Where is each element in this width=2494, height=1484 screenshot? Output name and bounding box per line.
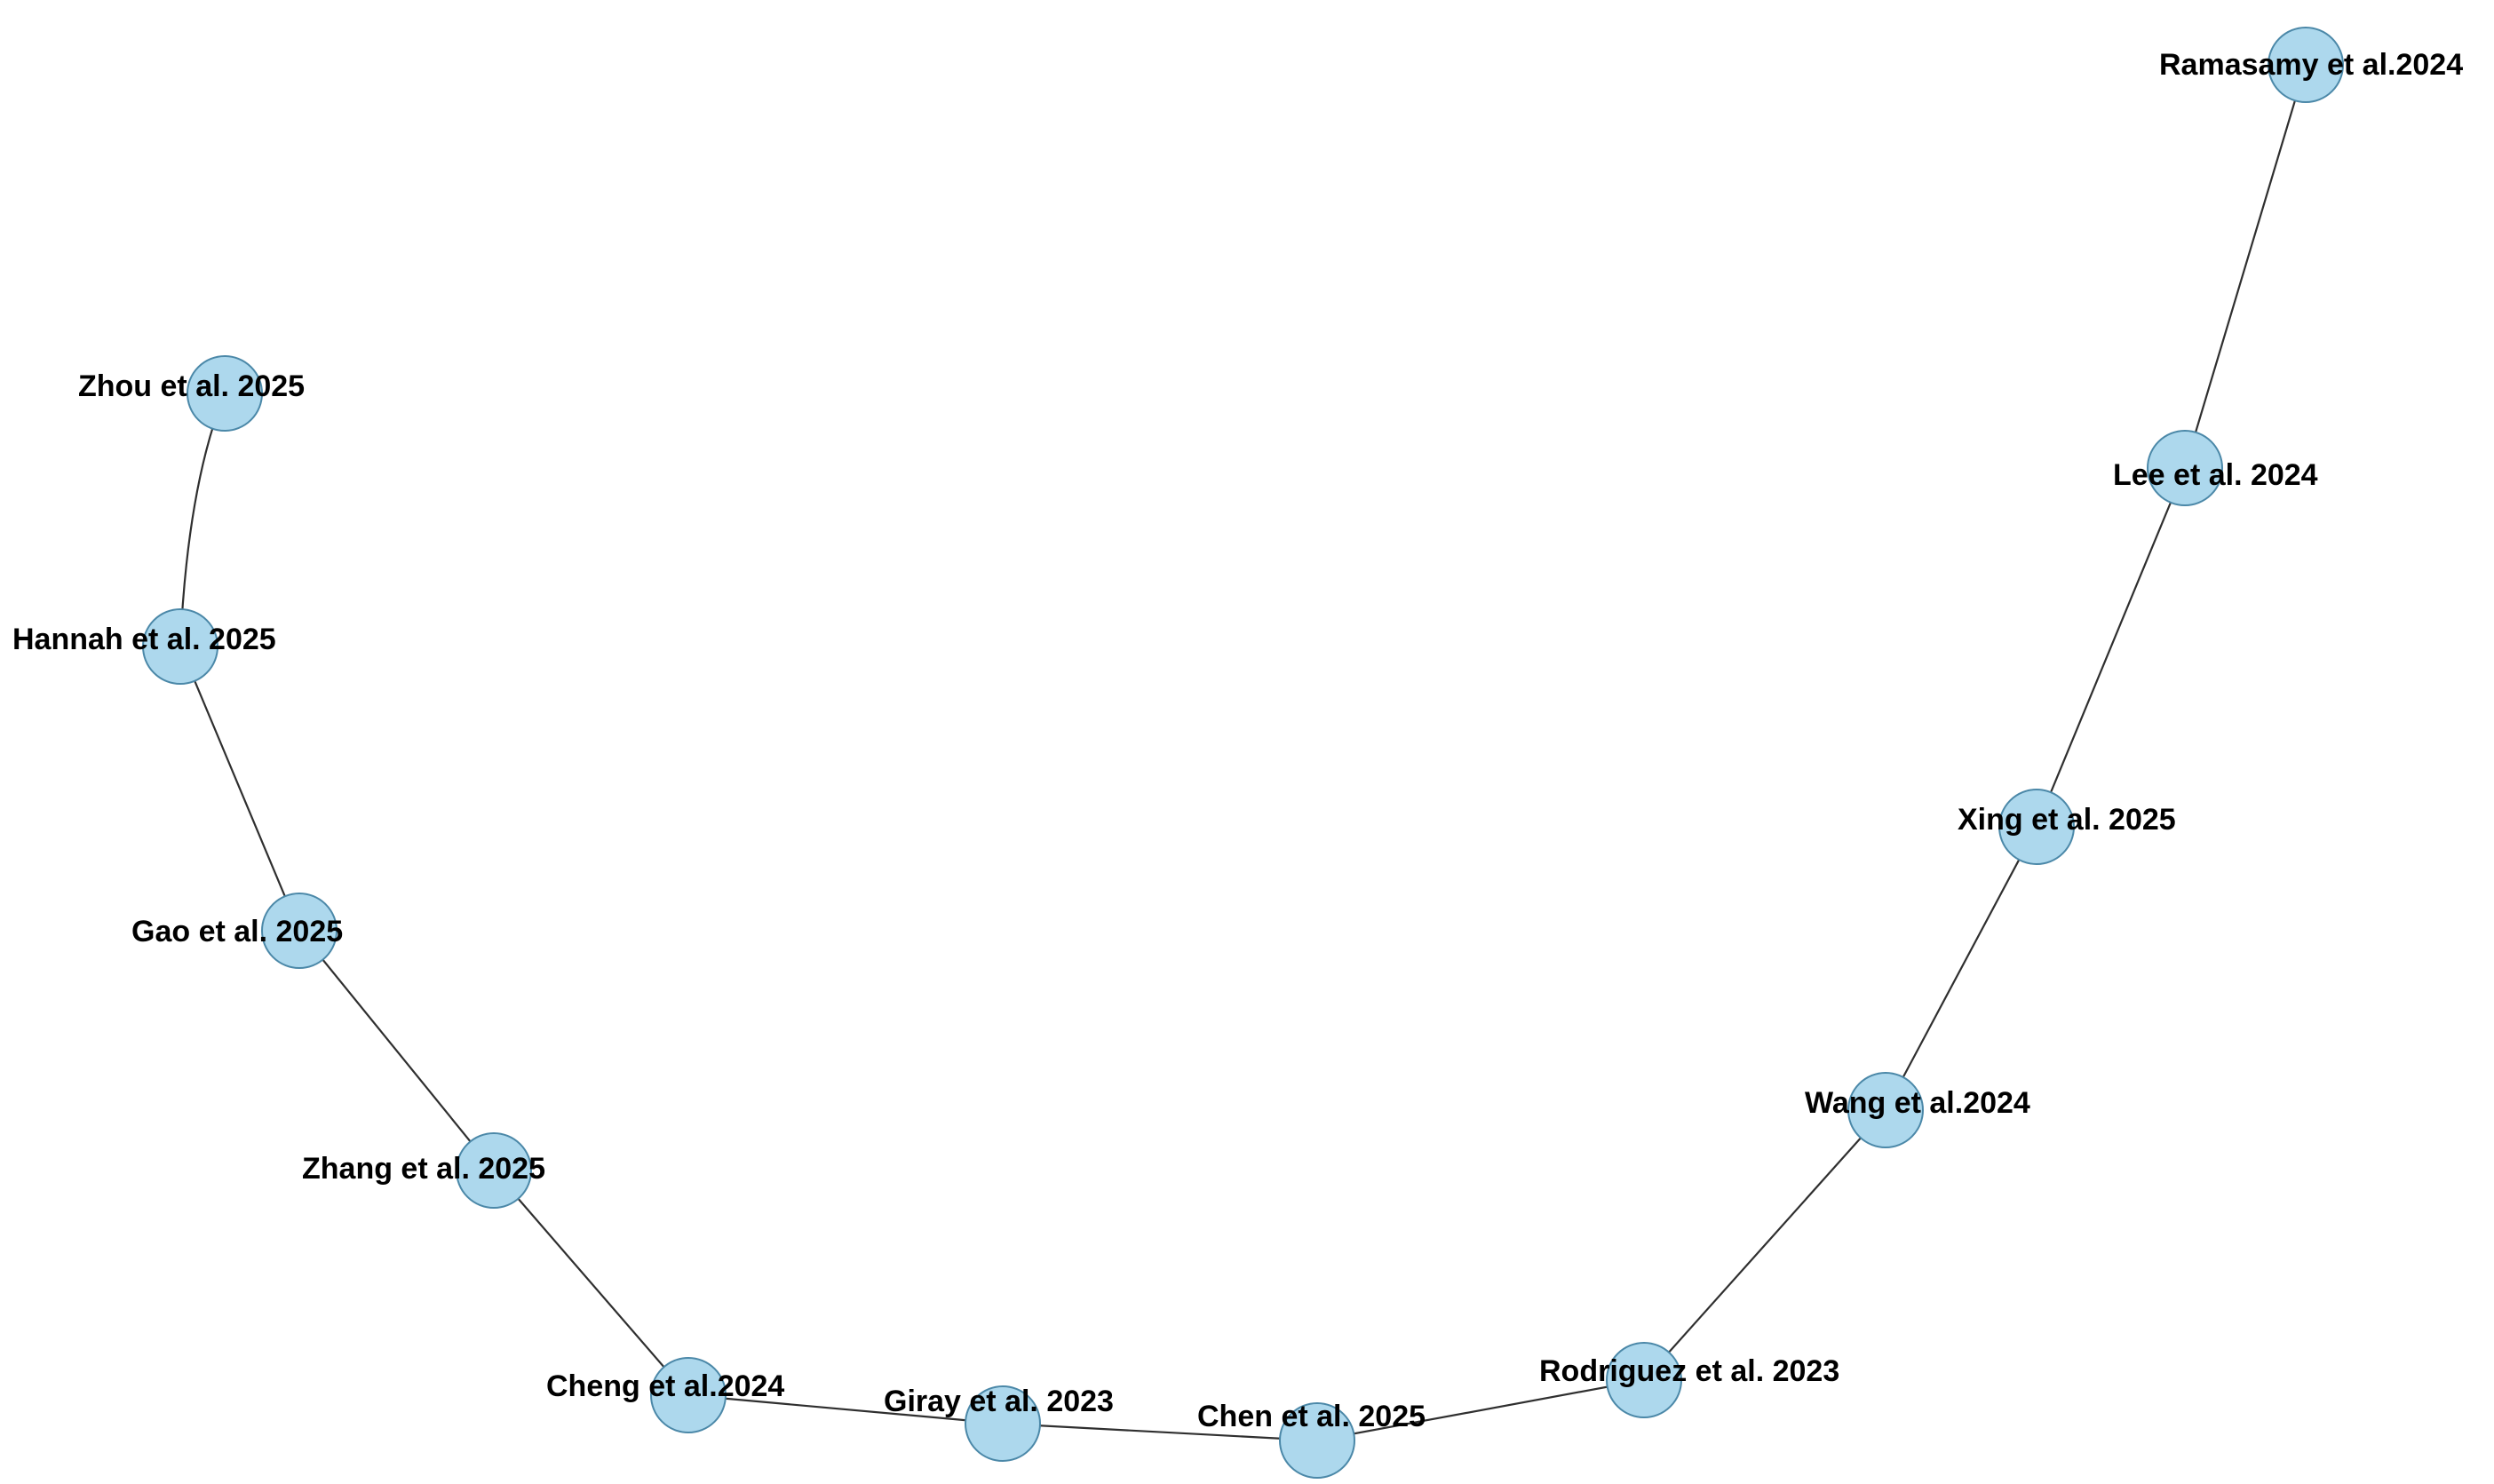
- nodes-layer: Ramasamy et al.2024 Lee et al. 2024 Xing e…: [12, 27, 2463, 1479]
- node-circle-rodriguez[interactable]: [1606, 1342, 1682, 1418]
- node-circle-wang[interactable]: [1847, 1072, 1924, 1148]
- node-giray[interactable]: Giray et al. 2023: [884, 1385, 1114, 1462]
- edge-xing-wang: [1885, 826, 2037, 1111]
- node-circle-cheng[interactable]: [650, 1357, 727, 1433]
- node-circle-zhang[interactable]: [456, 1132, 532, 1209]
- node-gao[interactable]: Gao et al. 2025: [131, 893, 343, 969]
- node-label-xing: Xing et al. 2025: [1958, 803, 2176, 837]
- edge-giray-cheng: [687, 1393, 1004, 1425]
- node-label-cheng: Cheng et al.2024: [546, 1369, 784, 1403]
- node-circle-lee[interactable]: [2147, 430, 2223, 506]
- node-xing[interactable]: Xing et al. 2025: [1958, 789, 2176, 865]
- node-label-chen: Chen et al. 2025: [1197, 1400, 1426, 1433]
- node-circle-gao[interactable]: [261, 893, 338, 969]
- node-circle-hannah[interactable]: [142, 608, 218, 685]
- edge-wang-rodriguez: [1643, 1109, 1886, 1381]
- node-label-zhang: Zhang et al. 2025: [302, 1152, 545, 1186]
- edge-hannah-zhou: [179, 393, 226, 647]
- edge-gao-hannah: [179, 646, 301, 932]
- node-wang[interactable]: Wang et al.2024: [1805, 1072, 2030, 1148]
- node-zhang[interactable]: Zhang et al. 2025: [302, 1132, 545, 1209]
- node-label-hannah: Hannah et al. 2025: [12, 623, 276, 656]
- node-label-lee: Lee et al. 2024: [2113, 458, 2318, 492]
- edge-lee-xing: [2035, 467, 2187, 828]
- node-circle-ramasamy[interactable]: [2268, 27, 2344, 103]
- node-circle-xing[interactable]: [1998, 789, 2075, 865]
- edge-ramasamy-lee: [2183, 64, 2307, 469]
- node-lee[interactable]: Lee et al. 2024: [2113, 430, 2318, 506]
- node-label-ramasamy: Ramasamy et al.2024: [2159, 48, 2463, 82]
- node-label-gao: Gao et al. 2025: [131, 915, 343, 948]
- edge-cheng-zhang: [493, 1170, 689, 1396]
- node-circle-chen[interactable]: [1279, 1402, 1355, 1479]
- edge-rodriguez-chen: [1316, 1378, 1645, 1442]
- edge-zhang-gao: [298, 930, 495, 1171]
- node-label-wang: Wang et al.2024: [1805, 1086, 2030, 1120]
- node-label-giray: Giray et al. 2023: [884, 1385, 1114, 1418]
- node-label-rodriguez: Rodriguez et al. 2023: [1539, 1354, 1839, 1388]
- edge-chen-giray: [1002, 1422, 1318, 1442]
- node-rodriguez[interactable]: Rodriguez et al. 2023: [1539, 1342, 1839, 1418]
- node-label-zhou: Zhou et al. 2025: [78, 369, 305, 403]
- node-zhou[interactable]: Zhou et al. 2025: [78, 355, 305, 432]
- node-circle-zhou[interactable]: [187, 355, 263, 432]
- node-ramasamy[interactable]: Ramasamy et al.2024: [2159, 27, 2463, 103]
- node-cheng[interactable]: Cheng et al.2024: [546, 1357, 784, 1433]
- node-chen[interactable]: Chen et al. 2025: [1197, 1400, 1426, 1479]
- edges-layer: [179, 64, 2307, 1442]
- node-hannah[interactable]: Hannah et al. 2025: [12, 608, 276, 685]
- node-circle-giray[interactable]: [965, 1385, 1041, 1462]
